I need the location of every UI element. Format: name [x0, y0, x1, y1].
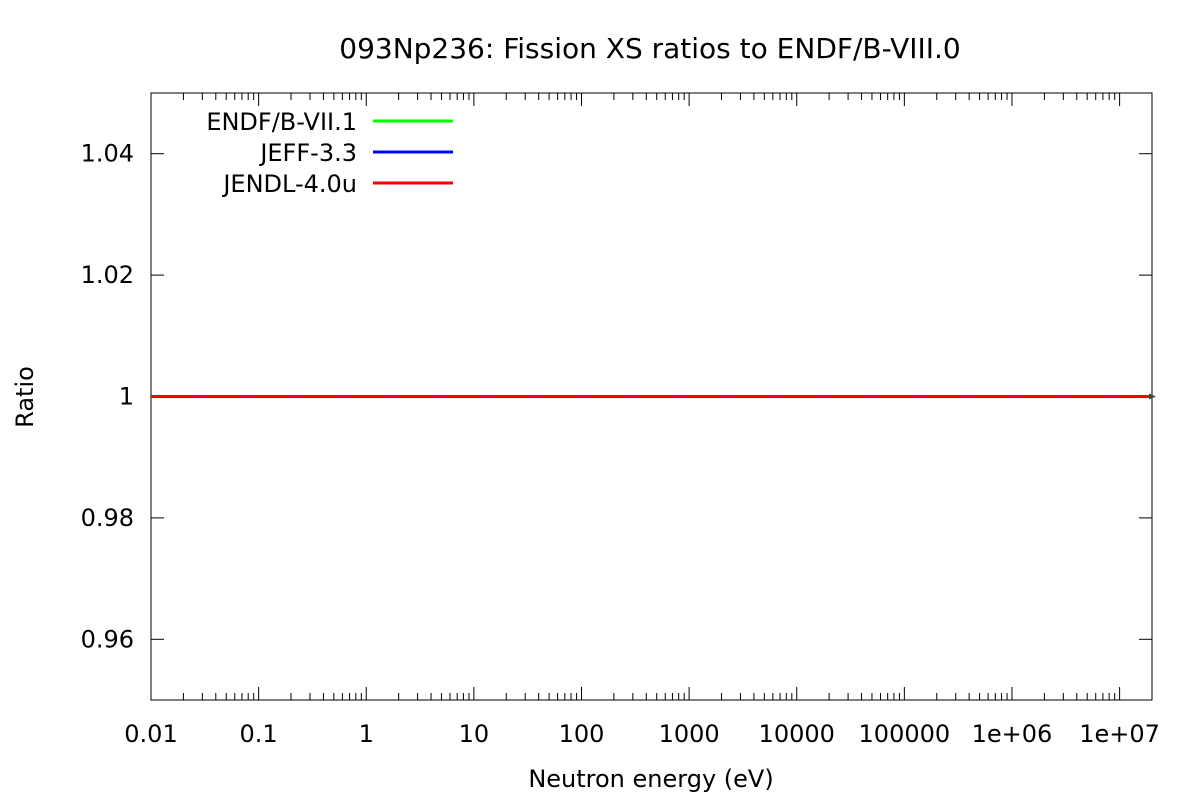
x-tick-label: 100000: [859, 720, 951, 748]
y-tick-label: 1: [119, 383, 134, 411]
x-tick-label: 0.1: [240, 720, 278, 748]
x-axis-title: Neutron energy (eV): [528, 765, 773, 793]
y-tick-label: 0.98: [81, 504, 134, 532]
x-tick-label: 0.01: [124, 720, 177, 748]
line-end-marker: [1149, 393, 1156, 400]
x-tick-label: 1e+07: [1079, 720, 1160, 748]
plot-layer: 0.01 0.1 1 10 100 1000 10000 100000 1e+06 1e+07 0.…: [81, 92, 1160, 748]
y-tick-label: 0.96: [81, 625, 134, 653]
x-tick-label: 1000: [659, 720, 720, 748]
x-tick-label: 100: [559, 720, 605, 748]
x-tick-label: 1: [359, 720, 374, 748]
chart-title: 093Np236: Fission XS ratios to ENDF/B-VI…: [339, 32, 960, 65]
x-tick-label: 1e+06: [972, 720, 1053, 748]
x-tick-label: 10000: [759, 720, 835, 748]
legend-label-2: JEFF-3.3: [258, 139, 357, 167]
y-tick-label: 1.02: [81, 261, 134, 289]
legend-label-1: ENDF/B-VII.1: [206, 108, 357, 136]
x-tick-label: 10: [459, 720, 490, 748]
legend-label-3: JENDL-4.0u: [221, 170, 357, 198]
y-tick-label: 1.04: [81, 140, 134, 168]
legend: ENDF/B-VII.1 JEFF-3.3 JENDL-4.0u: [206, 108, 453, 198]
y-axis-title: Ratio: [11, 366, 39, 428]
